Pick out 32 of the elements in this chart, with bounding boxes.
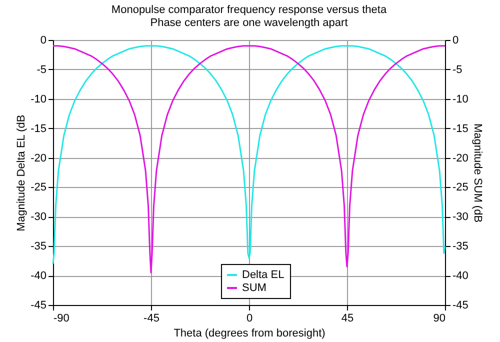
y-tick-label: 0 — [40, 34, 46, 46]
x-tick-label: 0 — [246, 312, 253, 324]
y2-tick-label: -15 — [452, 122, 468, 135]
y2-axis-title: Magnitude SUM (dB — [471, 123, 484, 223]
chart-title: Monopulse comparator frequency response versus theta — [111, 4, 388, 16]
y2-tick-label: 0 — [452, 34, 459, 46]
y2-tick-label: -25 — [452, 182, 468, 194]
x-axis-title: Theta (degrees from boresight) — [174, 328, 326, 340]
y2-tick-label: -35 — [452, 240, 468, 253]
y2-tick-label: -10 — [452, 93, 468, 106]
y2-tick-label: -5 — [452, 64, 462, 76]
legend-label: Delta EL — [242, 269, 284, 281]
y-tick-label: -5 — [36, 64, 46, 76]
y-tick-label: -35 — [30, 240, 46, 253]
y2-tick-label: -30 — [452, 211, 468, 224]
y2-tick-label: -45 — [452, 300, 468, 312]
x-tick-label: -90 — [54, 312, 70, 324]
y-tick-label: -10 — [30, 93, 46, 106]
y2-tick-label: -40 — [452, 270, 468, 282]
y-tick-label: -40 — [30, 270, 46, 282]
y2-tick-label: -20 — [452, 152, 468, 164]
y-tick-label: -20 — [30, 152, 46, 164]
y-tick-label: -15 — [30, 122, 46, 135]
y-tick-label: -25 — [30, 182, 46, 194]
y-axis-title: Magnitude Delta EL (dB — [16, 114, 28, 232]
y-tick-label: -30 — [30, 211, 46, 224]
x-tick-label: 45 — [341, 312, 354, 324]
legend-label: SUM — [242, 282, 266, 294]
chart-subtitle: Phase centers are one wavelength apart — [150, 17, 348, 29]
x-tick-label: 90 — [433, 312, 446, 324]
y-tick-label: -45 — [30, 300, 46, 312]
x-tick-label: -45 — [144, 312, 160, 324]
